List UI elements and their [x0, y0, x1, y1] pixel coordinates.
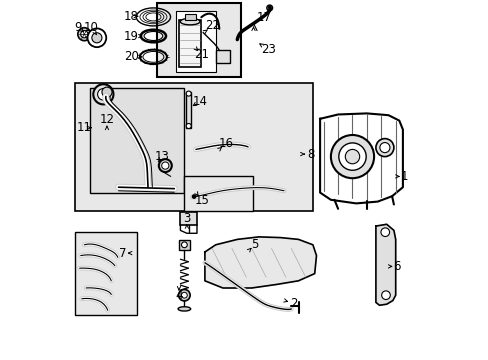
Circle shape [93, 84, 113, 104]
Text: 13: 13 [154, 150, 169, 163]
Circle shape [159, 159, 171, 172]
Bar [75, 232, 136, 315]
Circle shape [81, 31, 88, 38]
Circle shape [98, 89, 109, 100]
Bar [180, 212, 197, 225]
Text: 1: 1 [400, 170, 407, 183]
Circle shape [192, 195, 196, 198]
Bar [176, 11, 215, 72]
Bar [215, 50, 230, 63]
Circle shape [375, 139, 393, 157]
Circle shape [181, 292, 187, 298]
Polygon shape [204, 237, 316, 288]
Circle shape [379, 143, 389, 153]
Text: 21: 21 [194, 48, 209, 61]
Text: 22: 22 [205, 19, 220, 32]
Bar [75, 83, 312, 211]
Text: 7: 7 [119, 247, 127, 260]
Bar [179, 240, 189, 250]
Text: 12: 12 [99, 113, 114, 126]
Text: 3: 3 [183, 212, 190, 225]
Text: 17: 17 [256, 11, 271, 24]
Text: 14: 14 [192, 95, 207, 108]
Polygon shape [320, 113, 402, 203]
Text: 16: 16 [219, 137, 234, 150]
Circle shape [266, 5, 272, 11]
Bar [186, 92, 191, 128]
Bar [185, 14, 196, 20]
Text: 9: 9 [74, 21, 82, 33]
Text: 20: 20 [123, 50, 138, 63]
Circle shape [345, 149, 359, 164]
Circle shape [162, 162, 168, 169]
Circle shape [338, 143, 366, 170]
Text: 6: 6 [392, 260, 400, 273]
Text: 18: 18 [123, 10, 138, 23]
Circle shape [102, 87, 112, 97]
Text: 8: 8 [306, 148, 314, 161]
Bar [183, 176, 253, 211]
Circle shape [186, 91, 191, 96]
Circle shape [87, 28, 106, 47]
Bar [179, 20, 201, 67]
Circle shape [92, 33, 102, 43]
Ellipse shape [178, 307, 190, 311]
Circle shape [330, 135, 373, 178]
Text: 23: 23 [261, 43, 276, 56]
Bar [89, 88, 183, 193]
Ellipse shape [180, 18, 200, 25]
Circle shape [178, 289, 190, 301]
Circle shape [381, 291, 389, 300]
Text: 2: 2 [289, 297, 297, 310]
Circle shape [380, 228, 389, 237]
Polygon shape [375, 224, 395, 305]
Text: 15: 15 [195, 194, 209, 207]
Circle shape [78, 28, 91, 41]
Text: 19: 19 [123, 30, 138, 42]
Text: 10: 10 [83, 21, 99, 33]
Text: 5: 5 [251, 238, 259, 251]
Circle shape [186, 123, 191, 129]
Text: 4: 4 [175, 289, 183, 302]
Bar [157, 3, 241, 77]
Text: 11: 11 [77, 121, 92, 134]
Circle shape [181, 242, 187, 248]
